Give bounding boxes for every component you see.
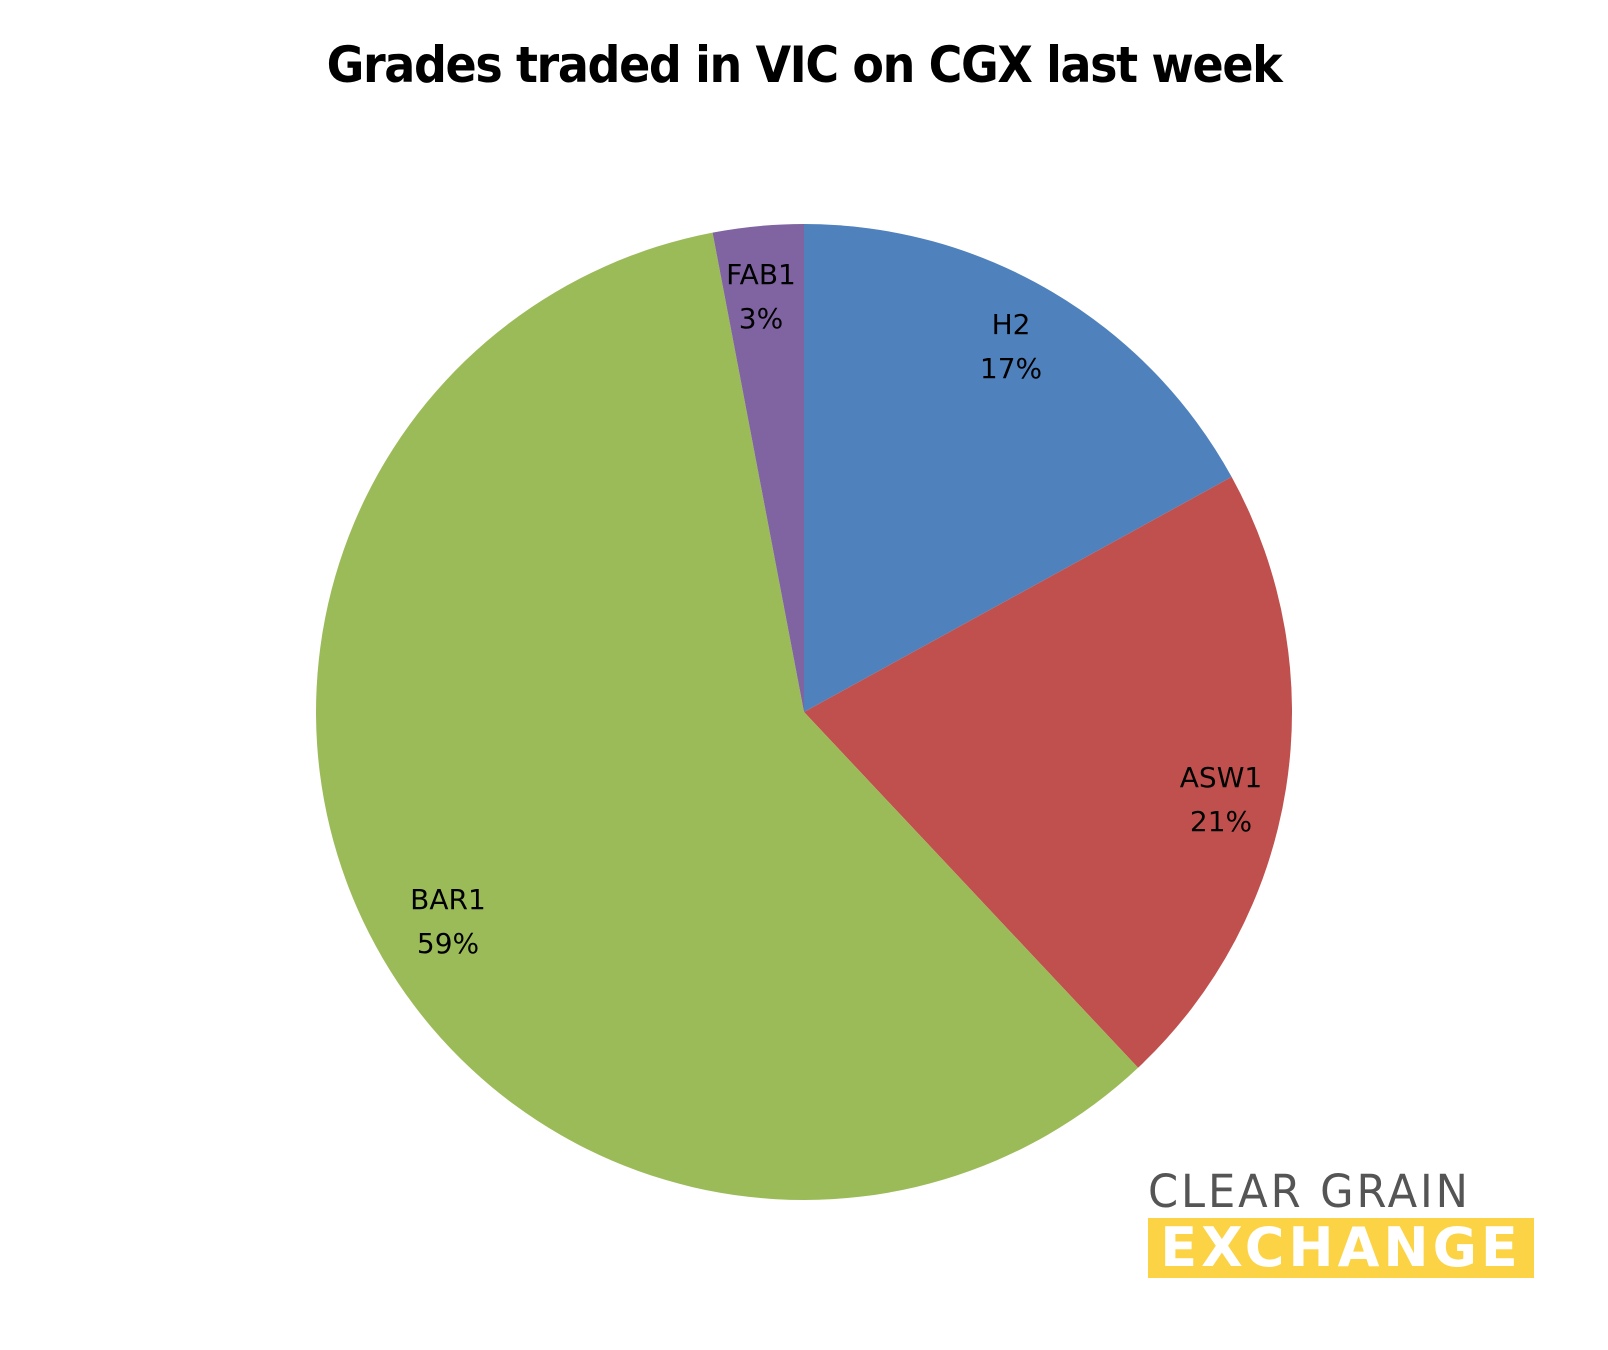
slice-label-h2: H2 17% <box>980 308 1042 385</box>
logo-bar: EXCHANGE <box>1148 1218 1534 1278</box>
slice-label-asw1: ASW1 21% <box>1180 761 1262 838</box>
pie-slice-h2 <box>804 224 1232 712</box>
slice-label-fab1-pct: 3% <box>739 302 783 335</box>
clear-grain-exchange-logo: CLEAR GRAIN EXCHANGE <box>1148 1168 1534 1278</box>
pie-slices <box>316 224 1293 1200</box>
chart-title: Grades traded in VIC on CGX last week <box>326 36 1283 94</box>
logo-line2: EXCHANGE <box>1160 1218 1522 1278</box>
slice-label-asw1-name: ASW1 <box>1180 761 1262 794</box>
slice-label-bar1-name: BAR1 <box>410 883 486 916</box>
slice-label-bar1-pct: 59% <box>417 927 479 960</box>
slice-label-asw1-pct: 21% <box>1190 805 1252 838</box>
logo-line1: CLEAR GRAIN <box>1148 1165 1471 1218</box>
pie-slice-fab1 <box>712 224 804 712</box>
slice-label-h2-pct: 17% <box>980 352 1042 385</box>
pie-slice-asw1 <box>804 476 1293 1068</box>
slice-label-h2-name: H2 <box>992 308 1031 341</box>
slice-label-bar1: BAR1 59% <box>410 883 486 960</box>
slice-label-fab1-name: FAB1 <box>726 258 796 291</box>
slice-label-fab1: FAB1 3% <box>726 258 796 335</box>
pie-slice-bar1 <box>316 232 1139 1200</box>
